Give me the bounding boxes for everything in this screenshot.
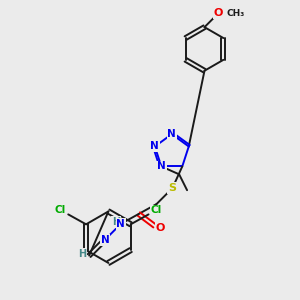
Text: Cl: Cl <box>151 206 162 215</box>
Text: O: O <box>214 8 223 18</box>
Text: CH₃: CH₃ <box>226 9 244 18</box>
Text: N: N <box>100 235 109 245</box>
Text: N: N <box>116 219 125 229</box>
Text: S: S <box>168 183 176 193</box>
Text: O: O <box>156 223 165 233</box>
Text: H: H <box>78 249 86 259</box>
Text: H: H <box>112 217 120 227</box>
Text: N: N <box>151 142 159 152</box>
Text: N: N <box>157 161 166 171</box>
Text: N: N <box>167 129 176 139</box>
Text: Cl: Cl <box>55 206 66 215</box>
